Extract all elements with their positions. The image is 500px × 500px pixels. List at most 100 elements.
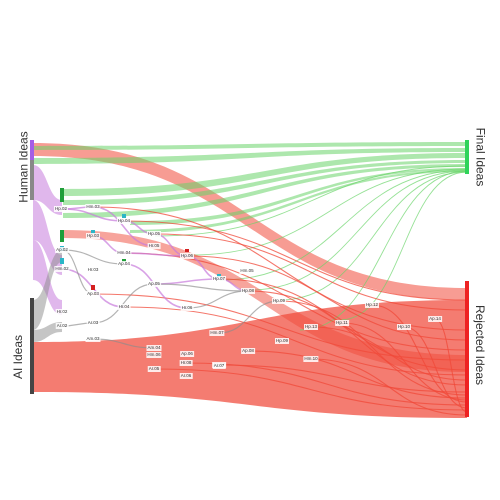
- rejected-flow-strand: [434, 318, 468, 413]
- flow-layer-back: [33, 143, 467, 418]
- final-flow-band: [33, 142, 467, 150]
- final-flow-strand: [249, 170, 468, 291]
- ai-inner-strand: [92, 338, 155, 349]
- flow-layer-mid: [33, 142, 468, 416]
- human-ideas-bar-lower: [30, 160, 34, 200]
- node-label: Hm.03: [85, 204, 101, 210]
- final-flow-strand: [219, 169, 468, 281]
- ai-inner-strand: [61, 249, 125, 265]
- node-label: Hp.07: [211, 276, 227, 282]
- node-label: Hp.06: [179, 253, 195, 259]
- node-label: Hp.10: [396, 324, 412, 330]
- ai-inner-band: [33, 322, 62, 342]
- node-label: Am.04: [146, 345, 162, 351]
- node-marker: [91, 285, 95, 290]
- rejected-flow-strand: [153, 233, 468, 311]
- node-label: Hp.11: [335, 320, 349, 326]
- ai-inner-strand: [92, 283, 155, 324]
- node-marker: [185, 249, 189, 252]
- node-label: Hr.03: [86, 267, 100, 273]
- rejected-flow-strand: [247, 350, 468, 399]
- rejected-flow-strand: [153, 368, 468, 411]
- node-label: Hr.02: [55, 309, 69, 315]
- node-label: Hm.10: [303, 356, 319, 362]
- rejected-ideas-label: Rejected Ideas: [473, 304, 488, 386]
- node-label: Am.03: [85, 336, 101, 342]
- node-marker: [122, 259, 126, 262]
- final-flow-strand: [299, 170, 468, 331]
- rejected-ideas-bar: [465, 281, 469, 417]
- human-inner-strand: [153, 278, 220, 285]
- ai-to-rejected-band: [33, 300, 467, 418]
- node-label: Ap.05: [147, 281, 161, 287]
- node-label: Ar.07: [212, 363, 226, 369]
- rejected-flow-strand: [92, 206, 468, 331]
- node-label: Ap.06: [180, 351, 194, 357]
- node-marker: [217, 274, 221, 277]
- rejected-flow-strand: [123, 220, 468, 301]
- ai-inner-strand: [153, 283, 249, 292]
- node-label: Hp.04: [116, 218, 132, 224]
- node-label: Hp.05: [146, 231, 162, 237]
- final-flow-band: [63, 164, 467, 218]
- node-label: Hp.12: [364, 302, 380, 308]
- node-label: Ap.03: [86, 291, 100, 297]
- final-flow-strand: [154, 165, 468, 237]
- rejected-flow-strand: [278, 300, 468, 396]
- final-ideas-bar: [465, 140, 469, 174]
- final-ideas-label: Final Ideas: [473, 127, 488, 187]
- final-flow-band: [63, 160, 467, 205]
- node-label: Hr.06: [180, 305, 194, 311]
- ai-ideas-bar: [30, 298, 34, 394]
- node-label: Ar.02: [55, 323, 69, 329]
- rejected-flow-strand: [247, 290, 468, 386]
- node-label: Hm.05: [239, 268, 255, 274]
- final-flow-band: [33, 148, 467, 164]
- node-label: Hm.04: [116, 250, 132, 256]
- final-flow-band: [130, 170, 467, 233]
- human-inner-band: [33, 165, 62, 215]
- final-flow-strand: [189, 168, 468, 256]
- node-marker: [60, 258, 64, 264]
- node-label: Ar.03: [86, 320, 100, 326]
- final-flow-strand: [279, 171, 468, 301]
- node-label: Ap.14: [428, 316, 442, 322]
- node-marker: [91, 230, 95, 234]
- rejected-flow-strand: [341, 322, 468, 401]
- node-label: Ar.06: [179, 373, 193, 379]
- final-flow-band: [63, 153, 467, 196]
- ai-inner-strand: [186, 290, 249, 309]
- node-label: Hp.02: [53, 206, 69, 212]
- node-label: Hp.09: [274, 338, 290, 344]
- ai-inner-band: [33, 250, 62, 330]
- node-marker: [60, 188, 64, 202]
- node-marker: [60, 230, 64, 242]
- human-inner-strand: [62, 208, 125, 222]
- ai-inner-strand: [218, 300, 280, 334]
- node-label: Hp.13: [303, 324, 319, 330]
- rejected-flow-strand: [310, 358, 468, 416]
- node-label: Hm.07: [209, 330, 225, 336]
- node-label: Hm.02: [54, 266, 70, 272]
- rejected-flow-strand: [218, 364, 468, 393]
- crossing-rejected-ribbon: [63, 230, 467, 372]
- node-label: Hp.08: [240, 288, 256, 294]
- node-marker: [122, 214, 126, 218]
- node-label: Hp.09: [271, 298, 287, 304]
- node-label: Ap.02: [55, 247, 69, 253]
- node-label: Hr.08: [179, 360, 193, 366]
- human-inner-strand: [123, 252, 188, 257]
- final-flow-band: [130, 168, 467, 225]
- human-ideas-bar: [30, 140, 34, 160]
- node-label: Hr.04: [117, 304, 131, 310]
- human-ideas-label: Human Ideas: [16, 131, 31, 203]
- rejected-flow-strand: [186, 255, 468, 341]
- node-label: Hp.03: [85, 233, 101, 239]
- ai-ideas-label: AI Ideas: [11, 334, 26, 380]
- node-label: Hr.05: [147, 243, 161, 249]
- rejected-flow-strand: [310, 326, 468, 381]
- human-inner-strand: [92, 206, 155, 247]
- human-to-rejected-ribbon: [33, 143, 467, 300]
- bar-layer: [30, 140, 469, 417]
